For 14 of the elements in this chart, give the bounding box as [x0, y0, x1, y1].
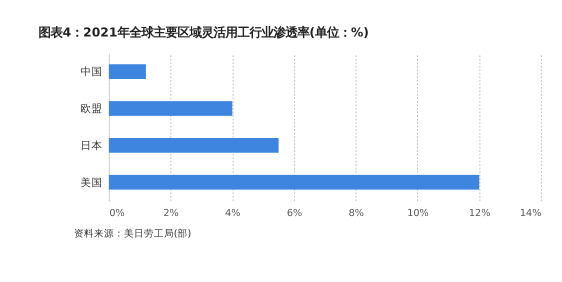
y-tick-label: 中国	[80, 65, 102, 78]
x-tick-label: 8%	[348, 208, 364, 220]
chart-title: 图表4：2021年全球主要区域灵活用工行业渗透率(单位：%)	[38, 25, 369, 40]
x-tick-label: 10%	[407, 208, 429, 220]
y-tick-label: 日本	[80, 138, 102, 152]
x-tick-label: 4%	[225, 208, 240, 220]
x-tick-label: 12%	[468, 208, 490, 220]
x-tick-label: 0%	[109, 208, 125, 220]
y-tick-label: 欧盟	[80, 102, 102, 115]
x-tick-label: 14%	[520, 208, 542, 220]
y-tick-label: 美国	[80, 176, 102, 189]
x-tick-label: 6%	[286, 208, 302, 220]
text: 资料来源：美日劳工局(部)	[74, 228, 192, 240]
x-tick-label: 2%	[163, 208, 179, 220]
